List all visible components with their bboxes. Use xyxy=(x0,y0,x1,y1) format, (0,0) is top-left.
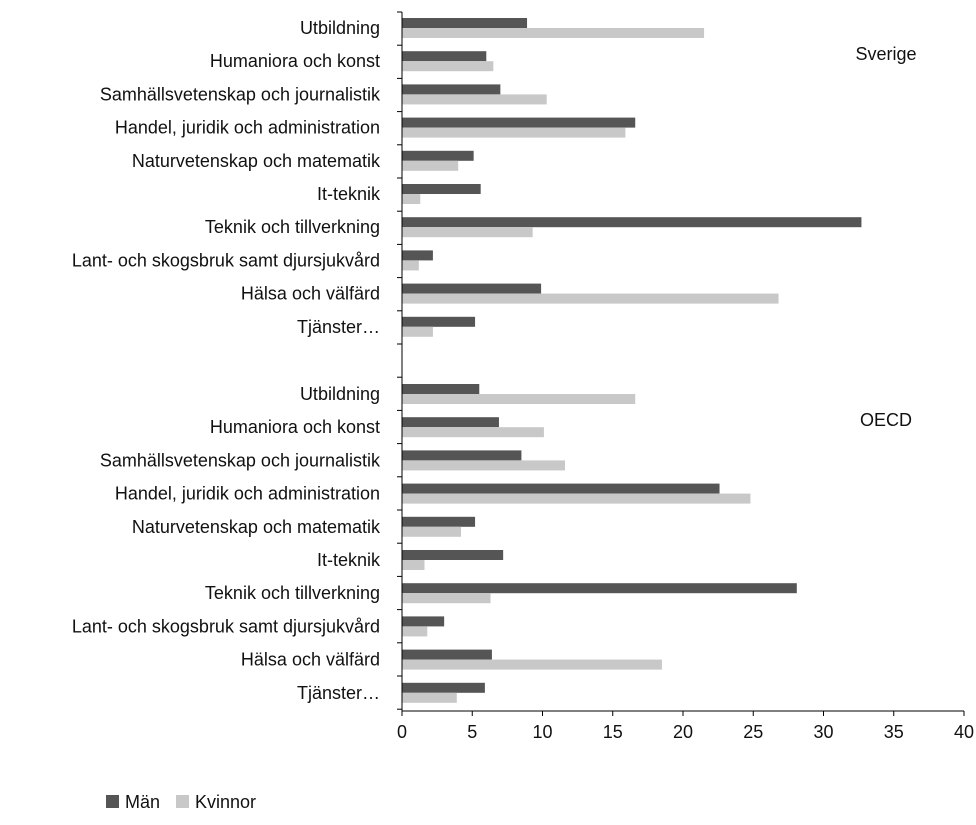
bar-oecd-it-teknik-man xyxy=(402,550,504,560)
category-label-sverige-it-teknik: It-teknik xyxy=(317,184,381,204)
x-tick-label-25: 25 xyxy=(743,722,763,742)
bar-sverige-halsa-och-valfard-kvinnor xyxy=(402,293,779,304)
bar-oecd-lant-och-skogsbruk-samt-djursjukvard-kvinnor xyxy=(402,626,428,637)
category-label-sverige-lant-och-skogsbruk-samt-djursjukvard: Lant- och skogsbruk samt djursjukvård xyxy=(72,250,380,270)
bar-oecd-utbildning-kvinnor xyxy=(402,394,636,404)
x-tick-label-5: 5 xyxy=(467,722,477,742)
bar-sverige-handel-juridik-och-administration-man xyxy=(402,117,636,128)
category-label-sverige-handel-juridik-och-administration: Handel, juridik och administration xyxy=(115,118,380,138)
bar-sverige-humaniora-och-konst-kvinnor xyxy=(402,61,494,72)
bar-sverige-utbildning-man xyxy=(402,18,528,28)
category-label-oecd-it-teknik: It-teknik xyxy=(317,550,381,570)
category-labels: Utbildning Humaniora och konst Samhällsvet… xyxy=(72,18,381,703)
x-tick-label-35: 35 xyxy=(884,722,904,742)
category-label-sverige-naturvetenskap-och-matematik: Naturvetenskap och matematik xyxy=(132,151,381,171)
category-label-oecd-tjanster: Tjänster… xyxy=(297,683,380,703)
category-label-sverige-halsa-och-valfard: Hälsa och välfärd xyxy=(241,284,380,304)
bar-oecd-teknik-och-tillverkning-kvinnor xyxy=(402,593,491,604)
category-label-sverige-humaniora-och-konst: Humaniora och konst xyxy=(210,51,380,71)
category-label-oecd-naturvetenskap-och-matematik: Naturvetenskap och matematik xyxy=(132,517,381,537)
x-tick-label-20: 20 xyxy=(673,722,693,742)
category-label-sverige-utbildning: Utbildning xyxy=(300,18,380,38)
bar-oecd-utbildning-man xyxy=(402,384,480,394)
category-label-oecd-utbildning: Utbildning xyxy=(300,384,380,404)
bar-sverige-lant-och-skogsbruk-samt-djursjukvard-man xyxy=(402,250,433,261)
legend: Män Kvinnor xyxy=(106,792,256,812)
bar-sverige-samhallsvetenskap-och-journalistik-man xyxy=(402,84,501,95)
axes-group xyxy=(397,11,965,716)
bar-oecd-halsa-och-valfard-kvinnor xyxy=(402,659,662,670)
bar-oecd-teknik-och-tillverkning-man xyxy=(402,583,797,594)
bar-sverige-naturvetenskap-och-matematik-man xyxy=(402,150,474,161)
bar-sverige-samhallsvetenskap-och-journalistik-kvinnor xyxy=(402,94,547,105)
bar-oecd-humaniora-och-konst-man xyxy=(402,417,499,428)
bar-oecd-handel-juridik-och-administration-kvinnor xyxy=(402,493,751,504)
category-label-oecd-humaniora-och-konst: Humaniora och konst xyxy=(210,417,380,437)
x-tick-labels: 0 5 10 15 20 25 30 35 40 xyxy=(397,722,974,742)
bar-sverige-halsa-och-valfard-man xyxy=(402,283,542,294)
panel-labels: Sverige OECD xyxy=(855,44,916,430)
bar-sverige-utbildning-kvinnor xyxy=(402,28,705,38)
bar-sverige-tjanster-man xyxy=(402,316,476,327)
bar-sverige-teknik-och-tillverkning-kvinnor xyxy=(402,227,533,238)
bar-sverige-tjanster-kvinnor xyxy=(402,326,433,337)
category-label-oecd-halsa-och-valfard: Hälsa och välfärd xyxy=(241,650,380,670)
x-tick-label-30: 30 xyxy=(813,722,833,742)
bar-sverige-it-teknik-man xyxy=(402,184,481,194)
bar-sverige-naturvetenskap-och-matematik-kvinnor xyxy=(402,160,459,171)
legend-label-kvinnor: Kvinnor xyxy=(195,792,256,812)
x-tick-label-40: 40 xyxy=(954,722,974,742)
x-tick-label-0: 0 xyxy=(397,722,407,742)
bar-sverige-lant-och-skogsbruk-samt-djursjukvard-kvinnor xyxy=(402,260,419,271)
category-label-sverige-samhallsvetenskap-och-journalistik: Samhällsvetenskap och journalistik xyxy=(100,84,381,104)
x-tick-label-15: 15 xyxy=(603,722,623,742)
bar-oecd-tjanster-man xyxy=(402,682,485,693)
bar-oecd-lant-och-skogsbruk-samt-djursjukvard-man xyxy=(402,616,445,627)
bar-sverige-it-teknik-kvinnor xyxy=(402,194,421,204)
bar-sverige-teknik-och-tillverkning-man xyxy=(402,217,862,228)
panel-label-sverige: Sverige xyxy=(855,44,916,64)
category-label-oecd-handel-juridik-och-administration: Handel, juridik och administration xyxy=(115,484,380,504)
category-label-sverige-teknik-och-tillverkning: Teknik och tillverkning xyxy=(205,217,380,237)
legend-swatch-kvinnor xyxy=(176,795,190,808)
bar-oecd-naturvetenskap-och-matematik-man xyxy=(402,516,476,527)
legend-label-man: Män xyxy=(125,792,160,812)
category-label-oecd-samhallsvetenskap-och-journalistik: Samhällsvetenskap och journalistik xyxy=(100,450,381,470)
category-label-sverige-tjanster: Tjänster… xyxy=(297,317,380,337)
x-tick-label-10: 10 xyxy=(532,722,552,742)
bar-sverige-humaniora-och-konst-man xyxy=(402,51,487,62)
bar-oecd-samhallsvetenskap-och-journalistik-kvinnor xyxy=(402,460,565,471)
panel-label-oecd: OECD xyxy=(860,410,912,430)
bar-oecd-tjanster-kvinnor xyxy=(402,692,457,703)
bar-oecd-naturvetenskap-och-matematik-kvinnor xyxy=(402,526,462,537)
category-label-oecd-lant-och-skogsbruk-samt-djursjukvard: Lant- och skogsbruk samt djursjukvård xyxy=(72,616,380,636)
category-label-oecd-teknik-och-tillverkning: Teknik och tillverkning xyxy=(205,583,380,603)
bar-oecd-humaniora-och-konst-kvinnor xyxy=(402,427,544,438)
bar-oecd-it-teknik-kvinnor xyxy=(402,560,425,570)
bar-oecd-samhallsvetenskap-och-journalistik-man xyxy=(402,450,522,461)
bars-group xyxy=(402,18,862,703)
legend-swatch-man xyxy=(106,795,119,808)
bar-oecd-handel-juridik-och-administration-man xyxy=(402,483,720,494)
bar-oecd-halsa-och-valfard-man xyxy=(402,649,492,660)
bar-sverige-handel-juridik-och-administration-kvinnor xyxy=(402,127,626,138)
